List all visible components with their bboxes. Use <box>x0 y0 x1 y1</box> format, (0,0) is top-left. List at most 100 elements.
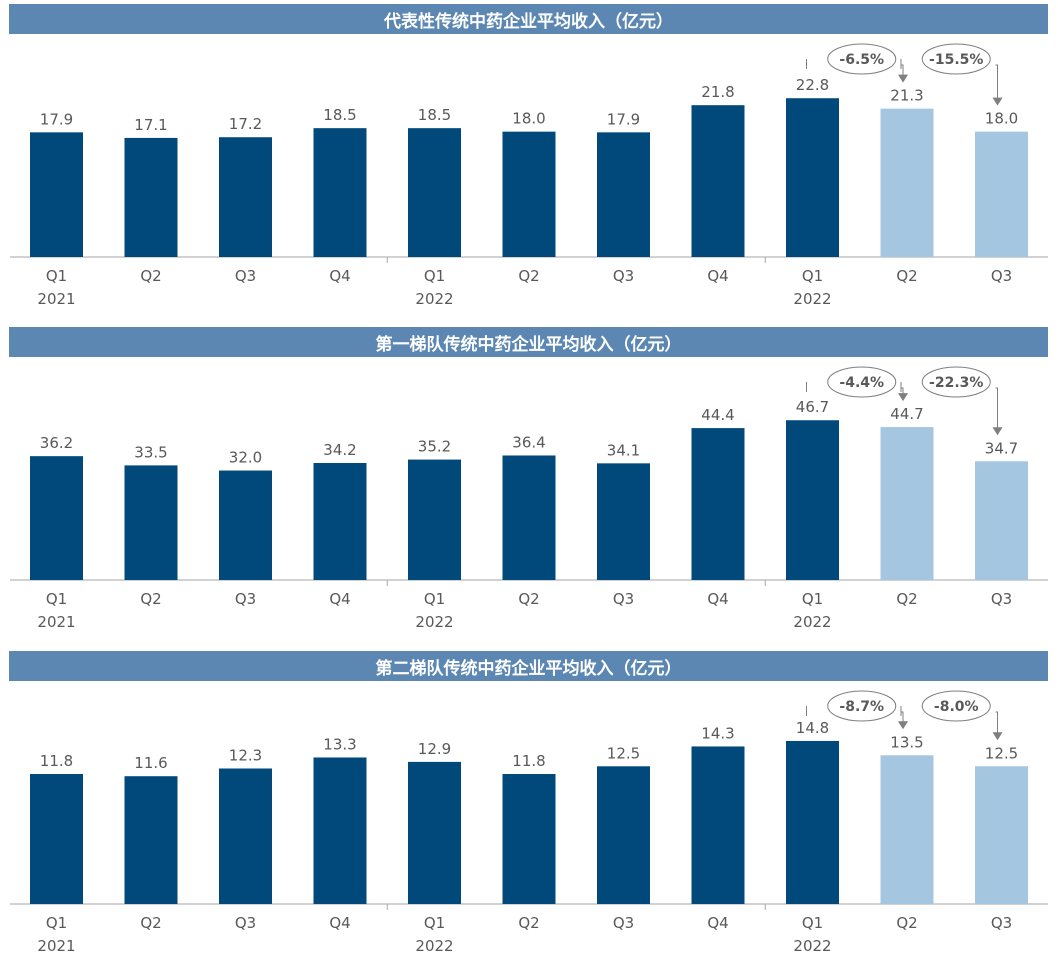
bar <box>408 128 461 257</box>
bar <box>219 470 272 580</box>
x-tick-label: Q2 <box>140 914 161 932</box>
bar <box>124 465 178 580</box>
annotation-bubble <box>827 43 897 75</box>
x-tick-label: Q2 <box>140 267 161 285</box>
x-tick-label: Q4 <box>329 914 350 932</box>
data-label: 14.3 <box>701 724 734 742</box>
data-label: 18.0 <box>985 110 1018 128</box>
data-label: 34.1 <box>607 441 640 459</box>
data-label: 32.0 <box>229 449 262 467</box>
data-label: 18.5 <box>418 106 451 124</box>
arrowhead <box>992 732 1003 741</box>
data-label: 12.5 <box>985 744 1018 762</box>
x-year-label: 2021 <box>37 290 75 308</box>
bar <box>502 455 556 580</box>
x-year-label: 2021 <box>37 937 75 955</box>
bar <box>30 774 83 904</box>
change-annotation: -6.5% <box>806 43 908 83</box>
bar <box>597 766 650 904</box>
annotation-label: -15.5% <box>929 52 983 68</box>
bar <box>313 128 367 257</box>
bar <box>313 463 367 580</box>
data-label: 46.7 <box>796 398 829 416</box>
x-year-label: 2022 <box>793 613 831 631</box>
x-tick-label: Q1 <box>46 914 67 932</box>
chart-panel-tier-two: 第二梯队传统中药企业平均收入（亿元） 11.8 Q1 2021 11.6 Q2 12.3 Q… <box>0 647 1058 971</box>
annotation-bubble <box>827 366 897 398</box>
x-tick-label: Q3 <box>613 267 634 285</box>
data-label: 44.4 <box>701 406 734 424</box>
bar <box>502 774 556 904</box>
change-annotation: -8.7% <box>806 690 908 730</box>
data-label: 34.2 <box>323 441 356 459</box>
annotation-label: -8.0% <box>934 699 979 715</box>
bar <box>408 459 461 580</box>
chart-panel-representative: 代表性传统中药企业平均收入（亿元） 17.9 Q1 2021 17.1 Q2 17.2 Q3… <box>0 0 1058 324</box>
connector-line <box>995 387 998 434</box>
x-tick-label: Q3 <box>991 267 1012 285</box>
annotation-label: -22.3% <box>929 375 983 391</box>
change-annotation: -4.4% <box>806 366 908 402</box>
annotation-bubble <box>921 366 991 398</box>
x-tick-label: Q4 <box>329 267 350 285</box>
x-year-label: 2022 <box>415 613 453 631</box>
data-label: 18.5 <box>323 106 356 124</box>
bar <box>124 776 178 904</box>
data-label: 12.9 <box>418 740 451 758</box>
bar <box>880 427 934 580</box>
x-tick-label: Q2 <box>140 590 161 608</box>
x-tick-label: Q3 <box>991 914 1012 932</box>
bar <box>124 137 178 257</box>
bar <box>597 132 650 257</box>
chart-title: 第二梯队传统中药企业平均收入（亿元） <box>9 651 1048 681</box>
data-label: 12.5 <box>607 744 640 762</box>
x-tick-label: Q1 <box>46 590 67 608</box>
arrowhead <box>898 393 908 402</box>
x-tick-label: Q1 <box>802 267 823 285</box>
data-label: 13.5 <box>890 733 923 751</box>
annotation-bubble <box>921 43 991 75</box>
chart-title: 代表性传统中药企业平均收入（亿元） <box>9 4 1048 34</box>
data-label: 21.3 <box>890 87 923 105</box>
data-label: 11.8 <box>512 752 545 770</box>
x-tick-label: Q3 <box>613 914 634 932</box>
data-label: 36.2 <box>40 434 73 452</box>
data-label: 17.2 <box>229 115 262 133</box>
x-year-label: 2022 <box>415 937 453 955</box>
x-tick-label: Q4 <box>707 590 728 608</box>
x-tick-label: Q4 <box>707 267 728 285</box>
arrowhead <box>992 427 1003 436</box>
connector-line <box>995 711 998 739</box>
data-label: 44.7 <box>890 405 923 423</box>
bar <box>219 768 272 904</box>
annotation-label: -6.5% <box>839 52 884 68</box>
arrowhead <box>898 721 908 730</box>
arrowhead <box>898 74 908 83</box>
bar <box>975 461 1028 580</box>
change-annotation: -15.5% <box>900 43 1003 106</box>
x-tick-label: Q3 <box>235 914 256 932</box>
bar <box>30 456 83 580</box>
bar-chart-tier-two: 11.8 Q1 2021 11.6 Q2 12.3 Q3 13.3 Q4 12.9 Q1 2022 11… <box>10 690 1048 955</box>
x-tick-label: Q2 <box>518 914 539 932</box>
bar <box>502 131 556 257</box>
data-label: 35.2 <box>418 438 451 456</box>
bar <box>880 755 934 904</box>
change-annotation: -8.0% <box>900 690 1003 741</box>
arrowhead <box>992 97 1003 106</box>
connector-line <box>995 64 998 104</box>
x-tick-label: Q3 <box>235 267 256 285</box>
bar-chart-tier-one: 36.2 Q1 2021 33.5 Q2 32.0 Q3 34.2 Q4 35.2 Q1 2022 36… <box>10 366 1048 631</box>
data-label: 36.4 <box>512 433 545 451</box>
change-annotation: -22.3% <box>900 366 1003 436</box>
data-label: 11.8 <box>40 752 73 770</box>
bar <box>691 746 745 904</box>
x-tick-label: Q2 <box>518 267 539 285</box>
bar <box>691 105 745 257</box>
x-tick-label: Q2 <box>518 590 539 608</box>
data-label: 34.7 <box>985 439 1018 457</box>
bar <box>597 463 650 580</box>
x-tick-label: Q4 <box>707 914 728 932</box>
chart-panel-tier-one: 第一梯队传统中药企业平均收入（亿元） 36.2 Q1 2021 33.5 Q2 32.0 Q… <box>0 323 1058 647</box>
